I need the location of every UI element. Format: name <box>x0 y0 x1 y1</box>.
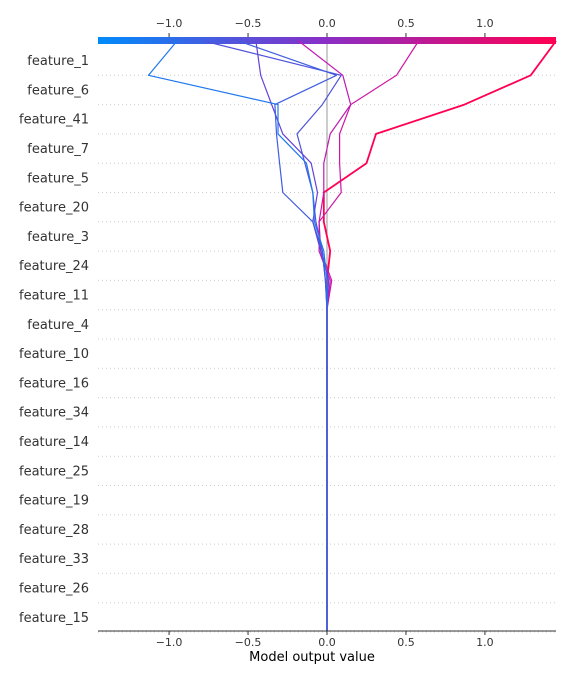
series-line-obs_2 <box>318 40 420 631</box>
feature-label: feature_11 <box>19 289 89 304</box>
series-line-obs_5 <box>203 40 342 631</box>
series-line-obs_6 <box>238 40 338 631</box>
feature-labels: feature_1 feature_6 feature_41 feature_7fea… <box>19 54 89 626</box>
feature-label: feature_19 <box>19 494 89 509</box>
feature-label: feature_14 <box>19 435 89 450</box>
bottom-tick-label: −0.5 <box>235 636 262 649</box>
x-axis-label: Model output value <box>249 650 375 665</box>
feature-label: feature_41 <box>19 113 89 128</box>
feature-label: feature_6 <box>27 83 89 98</box>
feature-label: feature_5 <box>27 171 89 186</box>
feature-label: feature_4 <box>27 318 89 333</box>
series-line-obs_3 <box>298 40 352 631</box>
feature-label: feature_3 <box>27 230 89 245</box>
top-tick-label: −0.5 <box>235 17 262 30</box>
series-line-obs_7 <box>147 40 328 631</box>
top-tick-label: −1.0 <box>156 17 183 30</box>
bottom-tick-label: 1.0 <box>476 636 494 649</box>
bottom-tick-label: 0.5 <box>397 636 415 649</box>
feature-label: feature_16 <box>19 376 89 391</box>
feature-label: feature_24 <box>19 259 89 274</box>
top-tick-label: 0.5 <box>397 17 415 30</box>
bottom-tick-label: 0.0 <box>318 636 336 649</box>
feature-label: feature_20 <box>19 201 89 216</box>
bottom-tick-label: −1.0 <box>156 636 183 649</box>
feature-label: feature_34 <box>19 406 89 421</box>
feature-label: feature_26 <box>19 582 89 597</box>
series-line-obs_4 <box>255 40 330 631</box>
feature-label: feature_7 <box>27 142 89 157</box>
feature-label: feature_28 <box>19 523 89 538</box>
top-axis: −1.0 −0.5 0.0 0.5 1.0 <box>156 17 494 37</box>
feature-label: feature_1 <box>27 54 89 69</box>
series-line-obs_1 <box>322 40 557 631</box>
bottom-axis: −1.0 −0.5 0.0 0.5 1.0 <box>156 631 494 649</box>
color-bar <box>98 37 556 44</box>
series-lines <box>147 40 557 631</box>
feature-label: feature_25 <box>19 464 89 479</box>
top-tick-label: 0.0 <box>318 17 336 30</box>
feature-label: feature_10 <box>19 347 89 362</box>
top-tick-label: 1.0 <box>476 17 494 30</box>
feature-label: feature_33 <box>19 552 89 567</box>
feature-label: feature_15 <box>19 611 89 626</box>
